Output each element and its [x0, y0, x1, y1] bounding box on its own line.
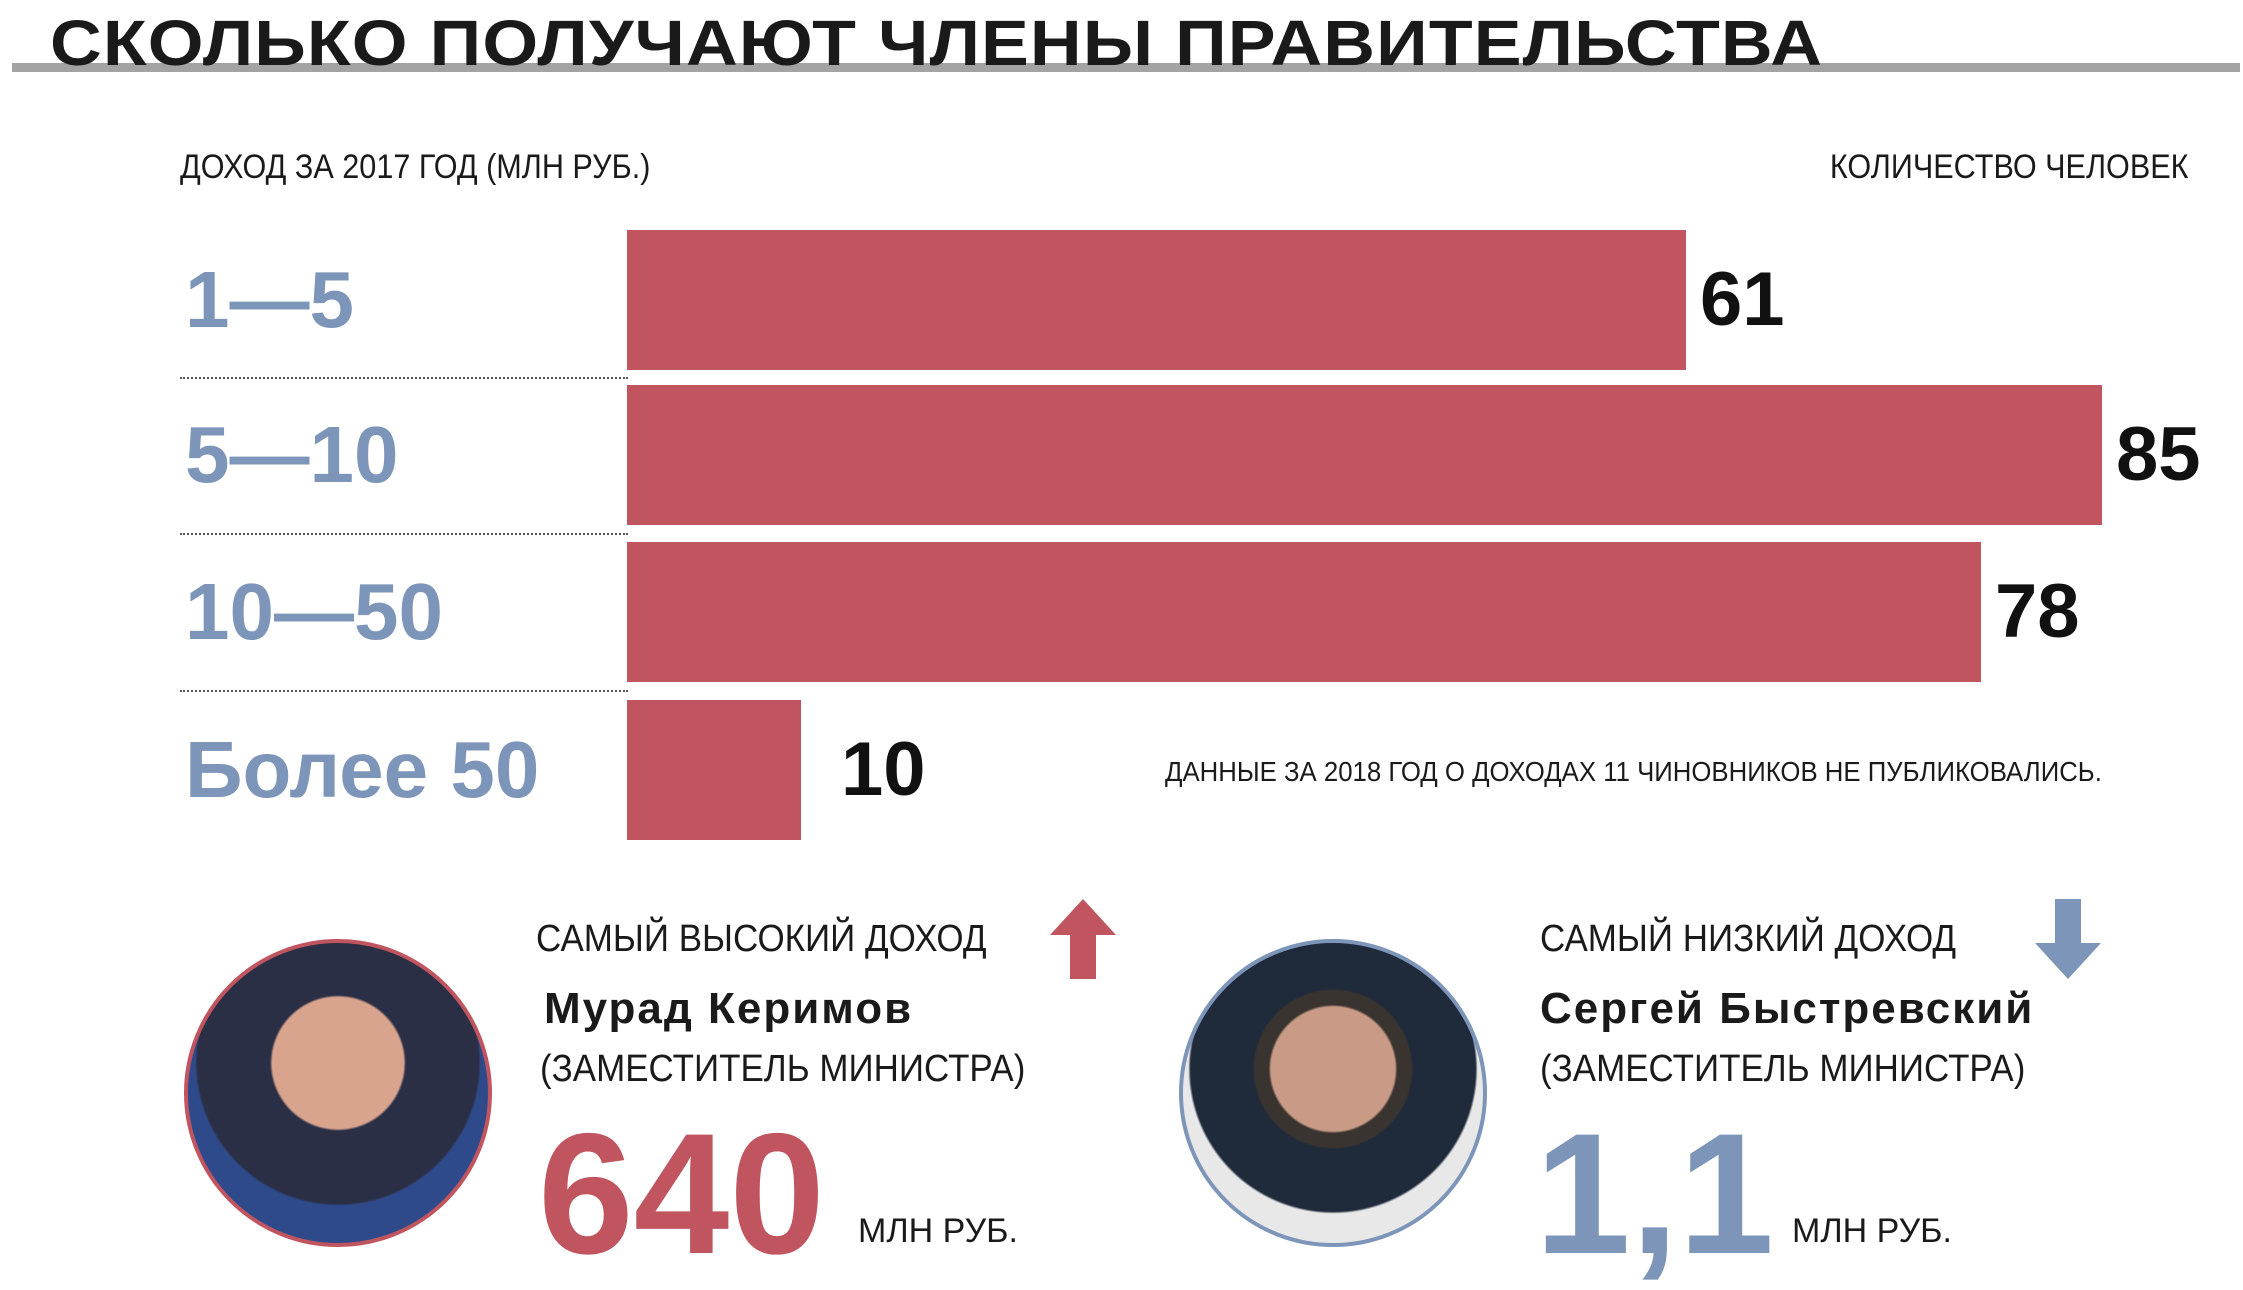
lowest-unit: МЛН РУБ. [1792, 1212, 1952, 1250]
category-label: 1—5 [185, 255, 354, 344]
category-label: Более 50 [185, 725, 540, 814]
row-divider [180, 533, 628, 535]
highest-unit: МЛН РУБ. [858, 1212, 1018, 1250]
value-label: 78 [1995, 569, 2080, 654]
lowest-name: Сергей Быстревский [1540, 984, 2035, 1033]
value-label: 85 [2116, 412, 2201, 497]
avatar-bystrevsky [1179, 939, 1487, 1247]
lowest-label: САМЫЙ НИЗКИЙ ДОХОД [1540, 918, 1957, 960]
highest-role: (ЗАМЕСТИТЕЛЬ МИНИСТРА) [540, 1048, 1026, 1090]
arrow-down-icon [2035, 899, 2101, 979]
lowest-role: (ЗАМЕСТИТЕЛЬ МИНИСТРА) [1540, 1048, 2026, 1090]
bar [627, 542, 1981, 682]
x-axis-label: КОЛИЧЕСТВО ЧЕЛОВЕК [1829, 148, 2188, 186]
highest-amount: 640 [538, 1098, 825, 1290]
avatar-kerimov [184, 939, 492, 1247]
value-label: 10 [841, 727, 926, 812]
highest-name: Мурад Керимов [544, 984, 914, 1033]
bar [627, 700, 801, 840]
chart-note: ДАННЫЕ ЗА 2018 ГОД О ДОХОДАХ 11 ЧИНОВНИК… [1165, 756, 2102, 787]
row-divider [180, 690, 628, 692]
row-divider [180, 377, 628, 379]
page-title: СКОЛЬКО ПОЛУЧАЮТ ЧЛЕНЫ ПРАВИТЕЛЬСТВА [50, 7, 1824, 79]
lowest-amount: 1,1 [1535, 1098, 1775, 1290]
title-rule [12, 63, 2240, 72]
arrow-up-icon [1050, 899, 1116, 979]
category-label: 5—10 [185, 410, 399, 499]
bar [627, 385, 2102, 525]
value-label: 61 [1700, 257, 1785, 342]
y-axis-label: ДОХОД ЗА 2017 ГОД (МЛН РУБ.) [180, 148, 651, 186]
highest-label: САМЫЙ ВЫСОКИЙ ДОХОД [536, 918, 987, 960]
bar [627, 230, 1686, 370]
category-label: 10—50 [185, 567, 443, 656]
